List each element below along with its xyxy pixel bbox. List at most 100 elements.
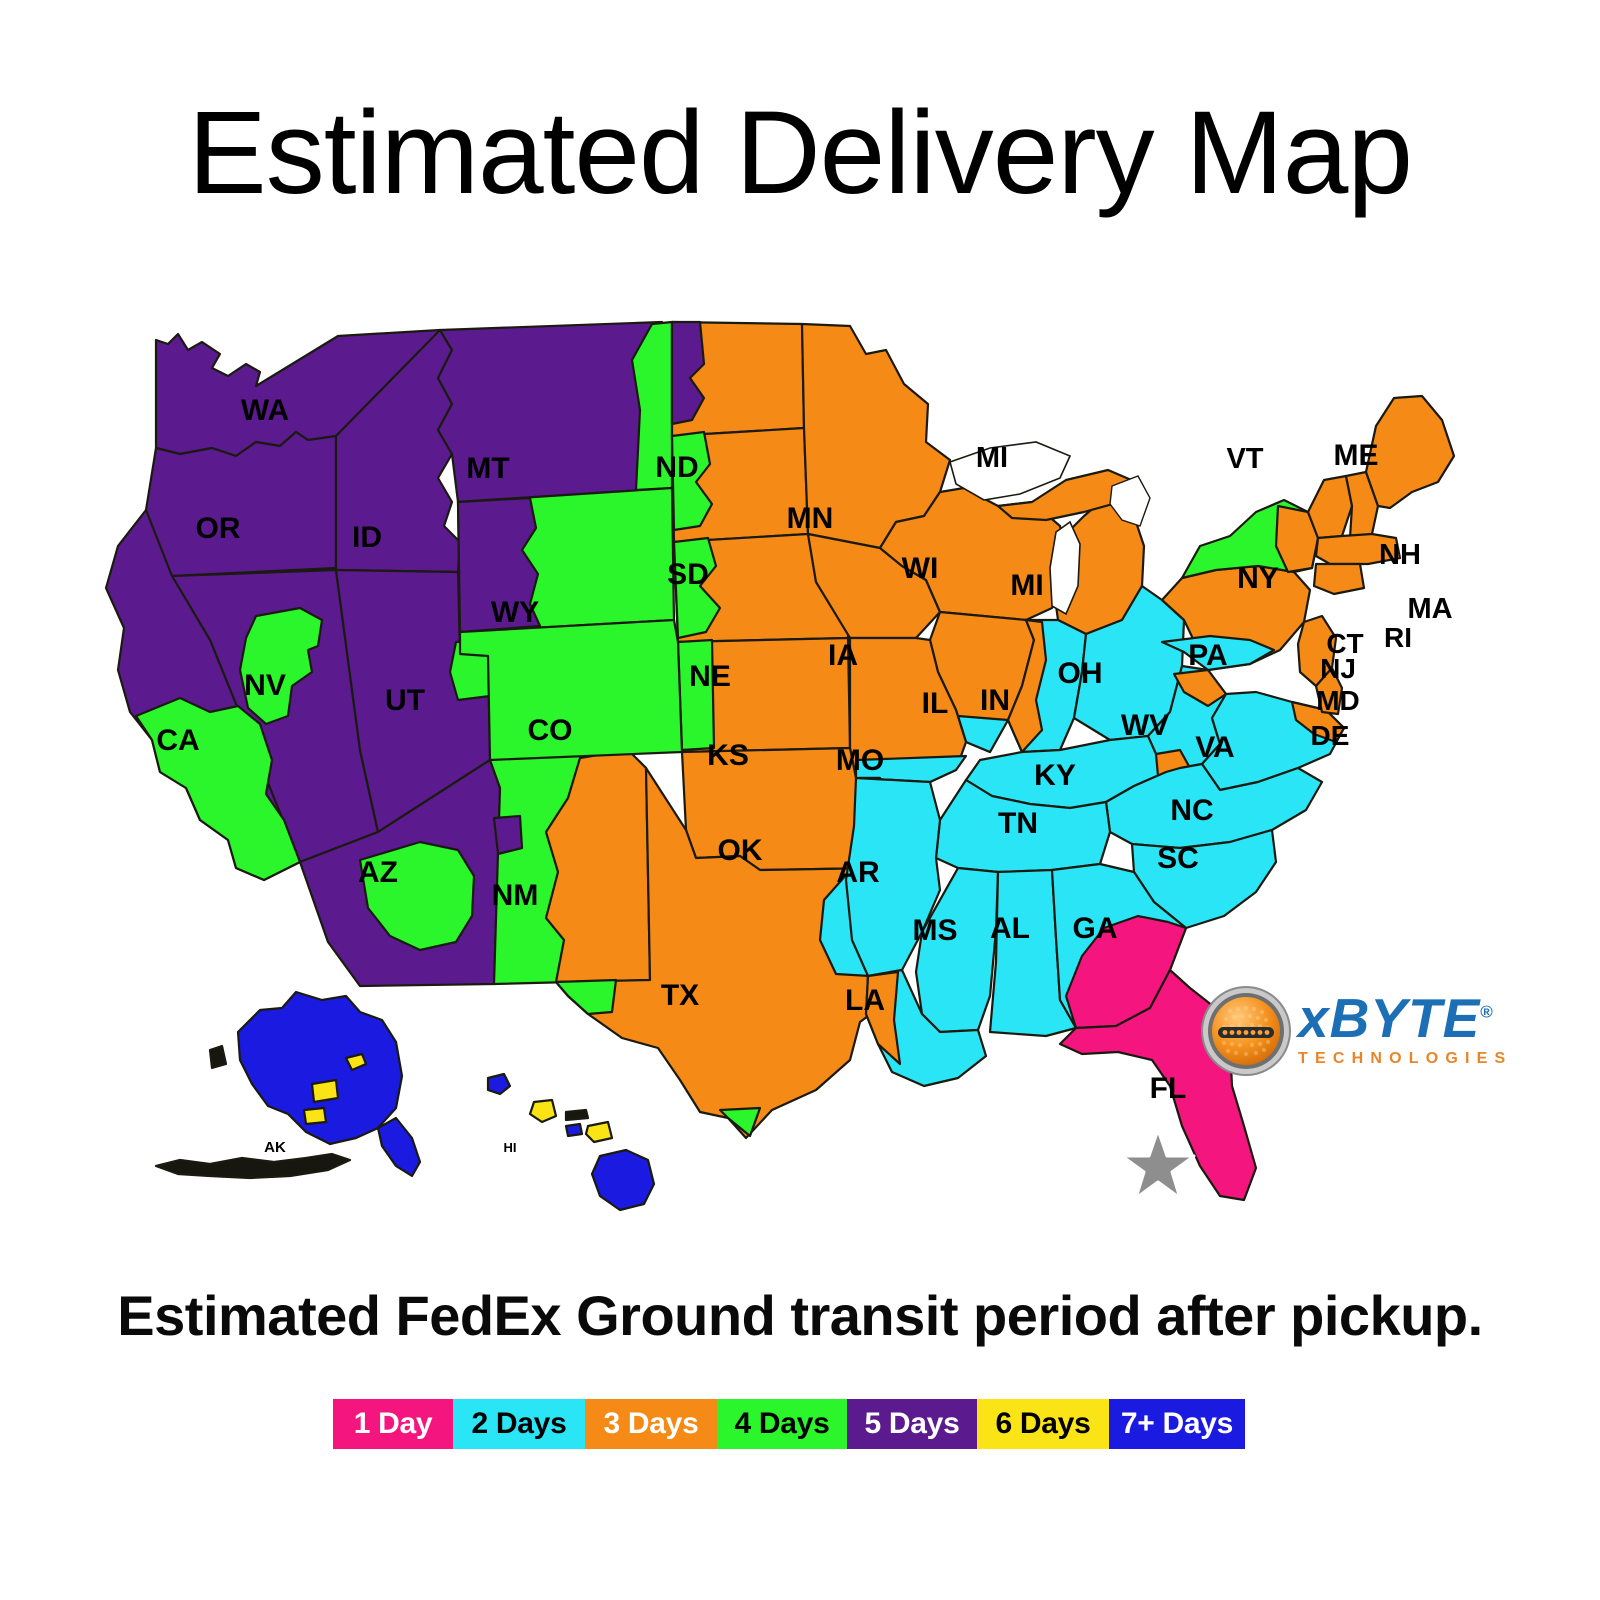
- state-NE-green-west: [672, 536, 722, 640]
- label-MA: MA: [1407, 593, 1452, 625]
- state-shapes: [104, 320, 1456, 1212]
- label-MI: MI: [1010, 569, 1043, 602]
- label-SD: SD: [667, 558, 709, 591]
- great-lakes: [949, 441, 1151, 616]
- state-AK-aleutians: [154, 1152, 352, 1180]
- label-KY: KY: [1034, 759, 1076, 792]
- xbyte-brand: xBYTE®: [1298, 991, 1558, 1046]
- state-TX-green-west: [554, 978, 618, 1016]
- label-UT: UT: [385, 684, 425, 717]
- legend-item-5-days[interactable]: 5 Days: [847, 1399, 977, 1449]
- xbyte-wordmark: xBYTE® TECHNOLOGIES: [1298, 991, 1558, 1068]
- state-NM-orange-east: [544, 748, 652, 984]
- label-IL: IL: [922, 687, 949, 720]
- lake-superior: [949, 441, 1072, 501]
- label-IN: IN: [980, 684, 1010, 717]
- label-ID: ID: [352, 521, 382, 554]
- label-VA: VA: [1195, 731, 1234, 764]
- label-CA: CA: [156, 724, 199, 757]
- label-NM: NM: [492, 879, 539, 912]
- legend-label-3-days: 3 Days: [603, 1407, 699, 1440]
- registered-mark: ®: [1480, 1002, 1494, 1022]
- label-NY: NY: [1237, 562, 1279, 595]
- label-AR: AR: [836, 856, 880, 889]
- label-NV: NV: [244, 669, 286, 702]
- state-AR-full: [844, 776, 942, 978]
- state-WV-orange-north: [1172, 668, 1228, 708]
- legend-item-4-days[interactable]: 4 Days: [717, 1399, 847, 1449]
- origin-star-marker: [1120, 1128, 1196, 1200]
- label-SC: SC: [1157, 842, 1199, 875]
- label-FL: FL: [1150, 1072, 1187, 1105]
- xbyte-badge-icon: [1201, 986, 1291, 1076]
- legend-label-7-days: 7+ Days: [1120, 1407, 1234, 1440]
- label-TX: TX: [661, 979, 699, 1012]
- legend-item-1-day[interactable]: 1 Day: [333, 1399, 453, 1449]
- label-VT: VT: [1226, 443, 1263, 475]
- state-AK-islands: [208, 1044, 228, 1070]
- label-PA: PA: [1188, 639, 1227, 672]
- label-AZ: AZ: [358, 856, 398, 889]
- label-OH: OH: [1058, 657, 1103, 690]
- label-NJ: NJ: [1320, 653, 1356, 684]
- label-AK: AK: [264, 1139, 286, 1156]
- state-AK-yellow-2: [310, 1078, 340, 1104]
- state-IN-orange-west: [1006, 618, 1048, 754]
- label-NH: NH: [1379, 539, 1421, 571]
- legend-label-1-day: 1 Day: [353, 1407, 433, 1440]
- state-labels: WA MT ND MN MI VT ME OR ID SD WI MI NY N…: [156, 394, 1452, 1156]
- map-caption: Estimated FedEx Ground transit period af…: [117, 1284, 1483, 1347]
- page-title: Estimated Delivery Map: [188, 87, 1413, 219]
- state-NV-green: [238, 606, 324, 726]
- legend-item-7-days[interactable]: 7+ Days: [1109, 1399, 1245, 1449]
- state-HI-lanai: [564, 1122, 584, 1138]
- state-HI-bigisland: [590, 1148, 656, 1212]
- state-AZ-green: [358, 840, 476, 952]
- state-HI-oahu: [528, 1098, 558, 1124]
- legend-item-2-days[interactable]: 2 Days: [453, 1399, 585, 1449]
- legend-label-6-days: 6 Days: [995, 1407, 1091, 1440]
- state-HI-molokai: [564, 1108, 590, 1122]
- label-NE: NE: [689, 660, 731, 693]
- state-AK-panhandle: [376, 1116, 422, 1178]
- label-KS: KS: [707, 739, 749, 772]
- label-TN: TN: [998, 807, 1038, 840]
- label-GA: GA: [1073, 912, 1118, 945]
- state-ME: [1364, 394, 1456, 510]
- label-LA: LA: [845, 984, 885, 1017]
- us-map-svg: WA MT ND MN MI VT ME OR ID SD WI MI NY N…: [104, 320, 1456, 1212]
- state-ND-purple: [670, 320, 706, 426]
- state-VT: [1306, 474, 1354, 540]
- state-NM-purple-west: [492, 814, 524, 856]
- legend-item-6-days[interactable]: 6 Days: [977, 1399, 1109, 1449]
- legend-label-2-days: 2 Days: [471, 1407, 567, 1440]
- state-MA: [1314, 532, 1402, 566]
- state-PA-cyan-south: [1160, 634, 1276, 672]
- legend-label-4-days: 4 Days: [734, 1407, 830, 1440]
- delivery-legend: 1 Day 2 Days 3 Days 4 Days 5 Days 6 Days…: [333, 1399, 1245, 1449]
- us-delivery-map: WA MT ND MN MI VT ME OR ID SD WI MI NY N…: [60, 320, 1480, 1260]
- label-MN: MN: [787, 502, 834, 535]
- label-MI-up: MI: [976, 442, 1008, 474]
- label-MT: MT: [466, 452, 509, 485]
- state-AK: [236, 990, 404, 1146]
- label-WA: WA: [241, 394, 289, 427]
- label-WI: WI: [902, 552, 939, 585]
- xbyte-tagline: TECHNOLOGIES: [1298, 1050, 1513, 1067]
- xbyte-logo: xBYTE® TECHNOLOGIES: [1200, 983, 1560, 1083]
- label-MD: MD: [1316, 685, 1360, 716]
- state-TX: [554, 766, 892, 1140]
- star-icon: [1120, 1128, 1196, 1200]
- state-HI-kauai: [486, 1072, 512, 1096]
- label-CT: CT: [1326, 628, 1363, 659]
- state-DE-strip: [1314, 666, 1344, 716]
- lake-huron: [1109, 475, 1151, 527]
- label-MS: MS: [913, 914, 958, 947]
- legend-item-3-days[interactable]: 3 Days: [585, 1399, 717, 1449]
- state-CO: [458, 618, 684, 762]
- label-CO: CO: [528, 714, 573, 747]
- label-OK: OK: [718, 834, 763, 867]
- state-TX-green-south: [718, 1106, 762, 1138]
- label-RI: RI: [1384, 622, 1412, 653]
